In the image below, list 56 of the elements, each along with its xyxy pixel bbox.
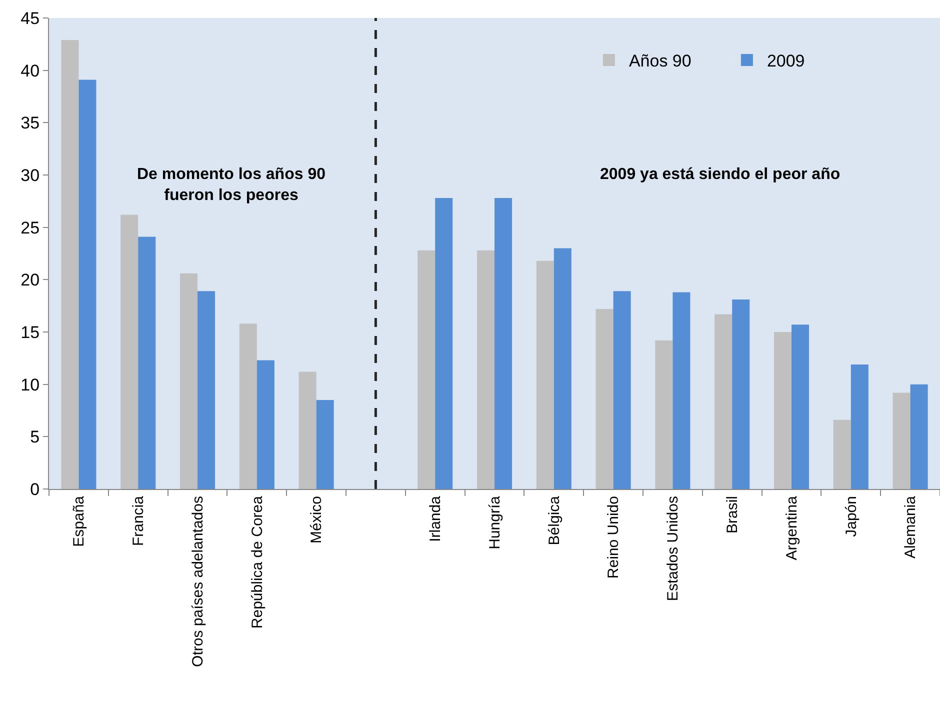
bar <box>732 300 750 489</box>
x-tick-label: Reino Unido <box>605 496 622 579</box>
y-tick-label: 35 <box>20 114 40 133</box>
bar <box>61 40 79 489</box>
y-tick-label: 30 <box>20 166 40 185</box>
bar <box>435 198 453 489</box>
bar <box>180 273 198 489</box>
bar <box>316 400 334 489</box>
x-tick-label: Bélgica <box>546 495 563 546</box>
bar <box>476 250 494 489</box>
y-tick-label: 10 <box>20 375 40 394</box>
bar <box>613 291 631 489</box>
bar <box>554 248 572 489</box>
annotation: 2009 ya está siendo el peor año <box>600 166 840 183</box>
x-tick-label: Brasil <box>724 496 741 534</box>
x-tick-label: Alemania <box>902 495 920 559</box>
y-tick-label: 0 <box>30 480 40 499</box>
bar <box>138 236 156 489</box>
bar <box>774 332 792 489</box>
y-tick-label: 5 <box>30 428 40 447</box>
bar <box>239 324 257 489</box>
y-tick-label: 40 <box>20 61 40 80</box>
x-tick-label: República de Corea <box>248 495 266 629</box>
bar <box>256 360 274 489</box>
bar <box>850 364 868 489</box>
y-tick-label: 15 <box>20 322 40 342</box>
bar <box>792 324 810 489</box>
bar <box>536 260 554 489</box>
y-tick-label: 45 <box>20 8 40 28</box>
bar <box>910 384 928 489</box>
x-tick-label: Francia <box>130 495 147 546</box>
x-tick-label: Hungría <box>486 495 504 550</box>
bar <box>494 198 512 489</box>
y-tick-label: 25 <box>20 218 40 238</box>
x-tick-label: Irlanda <box>426 495 444 542</box>
bar <box>120 214 138 489</box>
x-tick-label: Otros países adelantados <box>189 496 206 667</box>
annotation: De momento los años 90 fueron los peores <box>137 166 326 204</box>
legend-label: Años 90 <box>628 52 692 71</box>
bar <box>198 291 216 489</box>
x-tick-label: Estados Unidos <box>664 496 682 602</box>
bar <box>892 392 910 489</box>
bar <box>833 420 851 489</box>
y-tick-label: 20 <box>20 270 40 290</box>
x-tick-label: Argentina <box>783 495 800 560</box>
bar <box>418 250 436 489</box>
bar <box>596 308 614 489</box>
bar <box>672 292 690 489</box>
x-tick-label: México <box>308 496 326 544</box>
bar <box>78 80 96 489</box>
legend-label: 2009 <box>766 52 805 71</box>
bar <box>298 372 316 489</box>
bar <box>655 340 673 489</box>
x-tick-label: España <box>70 495 88 547</box>
x-tick-label: Japón <box>842 496 860 537</box>
bar <box>714 314 732 489</box>
